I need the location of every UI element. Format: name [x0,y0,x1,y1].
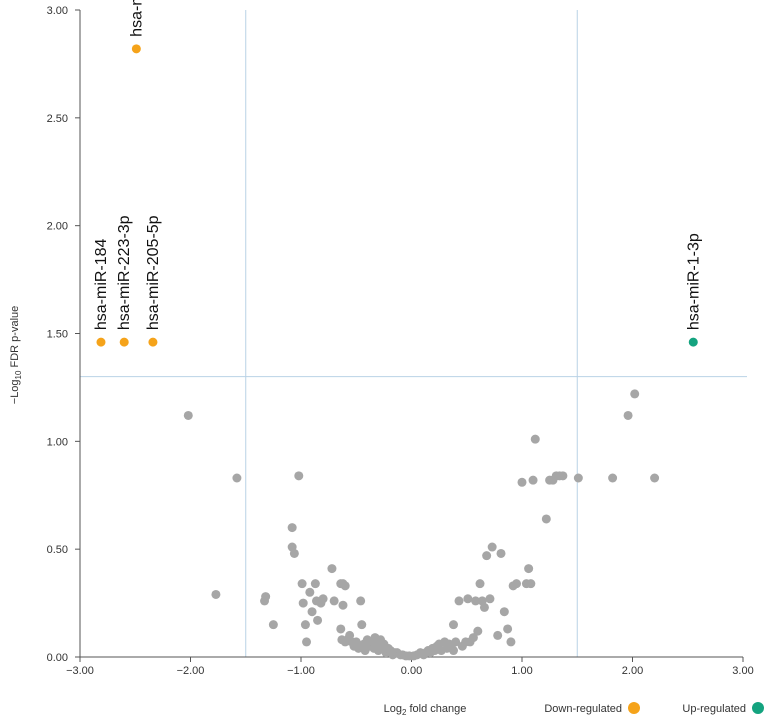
x-tick-label: −3.00 [66,665,94,677]
nonsignificant-point [300,620,310,630]
nonsignificant-point [454,596,464,606]
y-tick-label: 1.00 [47,436,68,448]
x-tick-label: 3.00 [732,665,753,677]
y-tick-label: 3.00 [47,5,68,17]
point-label: hsa-miR-223-3p [116,215,133,330]
nonsignificant-point [307,607,317,617]
nonsignificant-point [336,624,346,634]
nonsignificant-point [541,514,551,524]
point-label: hsa-miR-203a-3p [128,0,145,37]
legend-label: Down-regulated [544,703,622,715]
down-regulated-point [148,337,158,347]
nonsignificant-point [511,579,521,589]
nonsignificant-point [211,589,221,599]
nonsignificant-point [448,620,458,630]
point-label: hsa-miR-184 [93,238,110,330]
nonsignificant-point [451,637,461,647]
down-regulated-point [96,337,106,347]
up-regulated-point [688,337,698,347]
nonsignificant-point [608,473,618,483]
nonsignificant-point [313,615,323,625]
legend-label: Up-regulated [682,703,746,715]
threshold-lines [80,10,747,657]
nonsignificant-point [524,564,534,574]
nonsignificant-point [232,473,242,483]
x-axis-title: Log2 fold change [384,703,467,717]
nonsignificant-point [310,579,320,589]
nonsignificant-point [294,471,304,481]
nonsignificant-point [289,548,299,558]
nonsignificant-point [530,434,540,444]
nonsignificant-point [503,624,513,634]
down-regulated-point [131,44,141,54]
nonsignificant-point [340,581,350,591]
nonsignificant-point [302,637,312,647]
point-label: hsa-miR-205-5p [145,215,162,330]
nonsignificant-point [496,548,506,558]
point-label: hsa-miR-1-3p [685,233,702,330]
nonsignificant-point [318,594,328,604]
nonsignificant-point [329,596,339,606]
nonsignificant-point [499,607,509,617]
nonsignificant-point [327,564,337,574]
legend-swatch-up [752,702,764,714]
x-tick-label: −1.00 [287,665,315,677]
y-tick-label: 2.50 [47,113,68,125]
nonsignificant-point [287,523,297,533]
nonsignificant-point [473,626,483,636]
nonsignificant-point [493,630,503,640]
nonsignificant-point [448,646,458,656]
y-tick-label: 0.50 [47,544,68,556]
data-points [96,44,698,661]
nonsignificant-point [526,579,536,589]
nonsignificant-point [573,473,583,483]
x-tick-label: 0.00 [401,665,422,677]
nonsignificant-point [260,596,270,606]
nonsignificant-point [482,551,492,561]
nonsignificant-point [297,579,307,589]
axes: −3.00 −2.00 −1.00 0.00 1.00 2.00 3.00 0.00 0.50 1… [9,5,754,717]
nonsignificant-point [479,602,489,612]
nonsignificant-point [506,637,516,647]
nonsignificant-point [298,598,308,608]
point-annotations: hsa-miR-203a-3p hsa-miR-184 hsa-miR-223-3p… [93,0,702,330]
nonsignificant-point [623,410,633,420]
nonsignificant-point [517,477,527,487]
nonsignificant-point [357,620,367,630]
nonsignificant-point [650,473,660,483]
nonsignificant-point [268,620,278,630]
nonsignificant-point [463,594,473,604]
x-tick-label: 1.00 [511,665,532,677]
nonsignificant-point [487,542,497,552]
nonsignificant-point [475,579,485,589]
down-regulated-point [119,337,129,347]
nonsignificant-point [183,410,193,420]
x-tick-label: −2.00 [177,665,205,677]
y-tick-label: 1.50 [47,329,68,341]
nonsignificant-point [558,471,568,481]
y-axis-title: −Log10 FDR p-value [9,306,23,404]
nonsignificant-point [630,389,640,399]
nonsignificant-point [468,633,478,643]
nonsignificant-point [471,596,481,606]
y-tick-label: 2.00 [47,221,68,233]
nonsignificant-point [528,475,538,485]
legend-swatch-down [628,702,640,714]
nonsignificant-point [305,587,315,597]
nonsignificant-point [338,600,348,610]
y-tick-label: 0.00 [47,652,68,664]
legend: Down-regulated Up-regulated [544,702,764,715]
nonsignificant-point [356,596,366,606]
x-tick-label: 2.00 [622,665,643,677]
nonsignificant-point [485,594,495,604]
